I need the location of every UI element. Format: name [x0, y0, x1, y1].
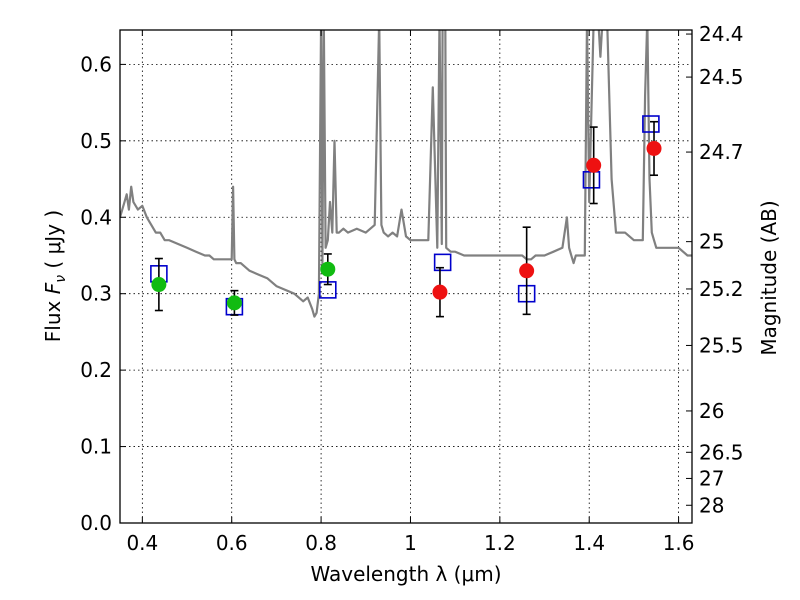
green-point	[320, 261, 336, 277]
x-tick-label: 0.6	[216, 531, 248, 555]
green-point	[226, 295, 242, 311]
spectrum-line	[120, 30, 692, 318]
y2-tick-label: 28	[699, 493, 724, 517]
x-tick-label: 0.4	[126, 531, 158, 555]
y-axis-label-symbol: F	[41, 282, 65, 294]
red-point	[586, 157, 602, 173]
axis-ticks: 0.4 0.6 0.8 1 1.2 1.4 1.6 0.0 0.1 0.2 0.3 0.4 0.5 0.6…	[80, 22, 743, 555]
model-square	[642, 115, 660, 133]
green-point	[151, 277, 167, 293]
x-axis-label: Wavelength λ (μm)	[310, 562, 501, 586]
x-tick-label: 1	[404, 531, 417, 555]
plot-area	[120, 30, 692, 318]
red-point	[646, 140, 662, 156]
plot-frame	[119, 29, 693, 524]
y2-tick-label: 26	[699, 399, 724, 423]
y2-tick-label: 24.5	[699, 65, 744, 89]
y-tick-label: 0.3	[80, 282, 112, 306]
y2-tick-label: 24.7	[699, 140, 744, 164]
y-axis-label-suffix: ( μJy )	[41, 210, 65, 275]
y-tick-label: 0.2	[80, 358, 112, 382]
y2-tick-label: 26.5	[699, 440, 744, 464]
model-square	[433, 253, 452, 272]
y-axis-label-prefix: Flux	[41, 294, 65, 342]
red-point	[519, 263, 535, 279]
y-tick-label: 0.0	[80, 511, 112, 535]
y2-tick-label: 25.2	[699, 277, 744, 301]
y2-tick-label: 24.4	[699, 22, 744, 46]
y-axis-label: Flux Fν ( μJy )	[41, 210, 69, 342]
y2-axis-label: Magnitude (AB)	[757, 200, 781, 355]
y2-tick-label: 25.5	[699, 333, 744, 357]
y-tick-label: 0.6	[80, 52, 112, 76]
grid	[120, 30, 692, 523]
y-tick-label: 0.1	[80, 435, 112, 459]
y2-tick-label: 25	[699, 230, 724, 254]
x-tick-label: 0.8	[305, 531, 337, 555]
y2-tick-label: 27	[699, 466, 724, 490]
x-tick-label: 1.2	[484, 531, 516, 555]
red-point	[432, 284, 448, 300]
x-tick-label: 1.6	[663, 531, 695, 555]
y-axis-label-subscript: ν	[53, 275, 69, 283]
x-tick-label: 1.4	[573, 531, 605, 555]
y-tick-label: 0.5	[80, 129, 112, 153]
y-tick-label: 0.4	[80, 205, 112, 229]
